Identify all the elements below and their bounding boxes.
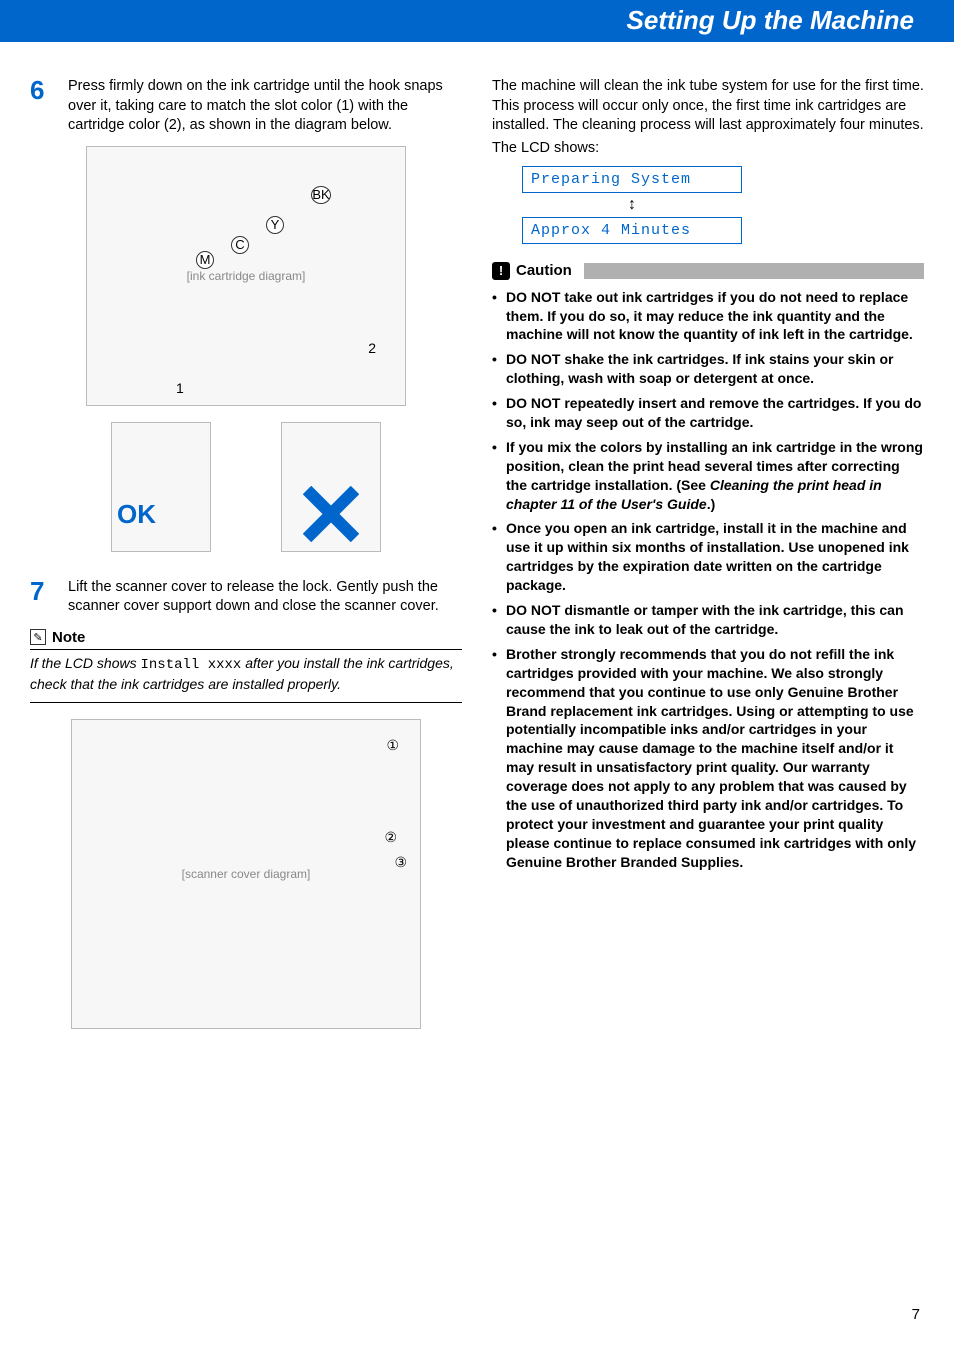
note-title: Note bbox=[52, 629, 85, 646]
diagram-label-c: C bbox=[231, 236, 249, 254]
page-header: Setting Up the Machine bbox=[0, 0, 954, 40]
diagram-label-y: Y bbox=[266, 216, 284, 234]
caution-item: Brother strongly recommends that you do … bbox=[492, 645, 924, 872]
lcd-arrow-icon: ↕ bbox=[522, 193, 742, 217]
step-7: 7 Lift the scanner cover to release the … bbox=[30, 578, 462, 617]
page-content: 6 Press firmly down on the ink cartridge… bbox=[0, 42, 954, 1037]
caution-fill bbox=[584, 263, 924, 279]
step-number: 7 bbox=[30, 578, 56, 617]
note-icon: ✎ bbox=[30, 629, 46, 645]
caution-icon: ! bbox=[492, 262, 510, 280]
cleaning-intro: The machine will clean the ink tube syst… bbox=[492, 77, 924, 136]
x-icon bbox=[303, 486, 359, 542]
caution-header: ! Caution bbox=[492, 262, 924, 280]
ok-label: OK bbox=[117, 499, 156, 530]
caution-item: DO NOT shake the ink cartridges. If ink … bbox=[492, 350, 924, 388]
diagram-callout-2: 2 bbox=[368, 340, 376, 356]
caution-item: If you mix the colors by installing an i… bbox=[492, 438, 924, 514]
step-7-text: Lift the scanner cover to release the lo… bbox=[68, 578, 462, 617]
step-6-text: Press firmly down on the ink cartridge u… bbox=[68, 77, 462, 136]
note-block: ✎ Note If the LCD shows Install xxxx aft… bbox=[30, 629, 462, 703]
diagram-label-m: M bbox=[196, 251, 214, 269]
left-column: 6 Press firmly down on the ink cartridge… bbox=[30, 77, 462, 1037]
diagram-callout-1: 1 bbox=[176, 380, 184, 396]
page-number: 7 bbox=[912, 1306, 920, 1323]
diagram-label-bk: BK bbox=[311, 186, 331, 204]
step-6: 6 Press firmly down on the ink cartridge… bbox=[30, 77, 462, 136]
scanner-cover-diagram: [scanner cover diagram] bbox=[71, 719, 421, 1029]
caution-item: DO NOT take out ink cartridges if you do… bbox=[492, 288, 924, 345]
lcd-shows-label: The LCD shows: bbox=[492, 140, 924, 156]
step-number: 6 bbox=[30, 77, 56, 136]
scanner-callout-1: ① bbox=[386, 737, 399, 754]
caution-list: DO NOT take out ink cartridges if you do… bbox=[492, 288, 924, 872]
page-header-title: Setting Up the Machine bbox=[627, 5, 914, 36]
scanner-callout-2: ② bbox=[384, 829, 397, 846]
lcd-line-1: Preparing System bbox=[522, 166, 742, 193]
caution-item: DO NOT repeatedly insert and remove the … bbox=[492, 394, 924, 432]
right-column: The machine will clean the ink tube syst… bbox=[492, 77, 924, 1037]
caution-item: Once you open an ink cartridge, install … bbox=[492, 519, 924, 595]
scanner-callout-3: ③ bbox=[394, 854, 407, 871]
cartridge-ok-diagram bbox=[111, 422, 211, 552]
caution-item: DO NOT dismantle or tamper with the ink … bbox=[492, 601, 924, 639]
caution-title: Caution bbox=[516, 262, 578, 279]
note-body: If the LCD shows Install xxxx after you … bbox=[30, 654, 462, 703]
cartridge-diagram: [ink cartridge diagram] bbox=[86, 146, 406, 406]
lcd-line-2: Approx 4 Minutes bbox=[522, 217, 742, 244]
